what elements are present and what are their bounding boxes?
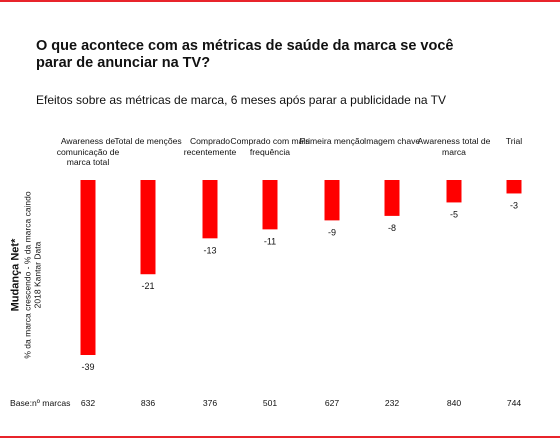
category-label-5: Primeira menção: [299, 136, 365, 146]
value-label-5: -9: [328, 227, 336, 237]
value-label-1: -39: [81, 362, 94, 372]
value-label-4: -11: [264, 236, 276, 246]
base-value-1: 632: [80, 398, 96, 408]
base-value-3: 376: [202, 398, 218, 408]
value-label-7: -5: [450, 209, 458, 219]
bar-1: [80, 180, 96, 355]
category-label-4: Comprado com mais frequência: [230, 136, 310, 157]
category-label-2: Total de menções: [114, 136, 182, 146]
value-label-3: -13: [203, 245, 216, 255]
bar-4: [262, 180, 278, 230]
category-label-3: Comprado recentemente: [183, 136, 237, 157]
base-value-6: 232: [384, 398, 400, 408]
bottom-rule: [0, 436, 560, 438]
top-rule: [0, 0, 560, 2]
bar-2: [140, 180, 156, 275]
base-value-8: 744: [506, 398, 522, 408]
bar-8: [506, 180, 522, 194]
category-label-1: Awareness de comunicação de marca total: [56, 136, 120, 168]
value-label-6: -8: [388, 223, 396, 233]
base-value-4: 501: [262, 398, 278, 408]
base-value-7: 840: [446, 398, 462, 408]
bar-6: [384, 180, 400, 216]
base-value-2: 836: [140, 398, 156, 408]
bar-5: [324, 180, 340, 221]
category-label-6: Imagem chave: [363, 136, 421, 146]
category-label-8: Trial: [505, 136, 523, 146]
base-row-title: Base:nº marcas: [10, 398, 71, 408]
value-label-8: -3: [510, 200, 518, 210]
chart-subtitle: Efeitos sobre as métricas de marca, 6 me…: [36, 93, 446, 107]
bar-3: [202, 180, 218, 239]
base-value-5: 627: [324, 398, 340, 408]
category-label-7: Awareness total de marca: [417, 136, 491, 157]
chart-title: O que acontece com as métricas de saúde …: [36, 38, 454, 71]
bar-7: [446, 180, 462, 203]
value-label-2: -21: [141, 281, 154, 291]
